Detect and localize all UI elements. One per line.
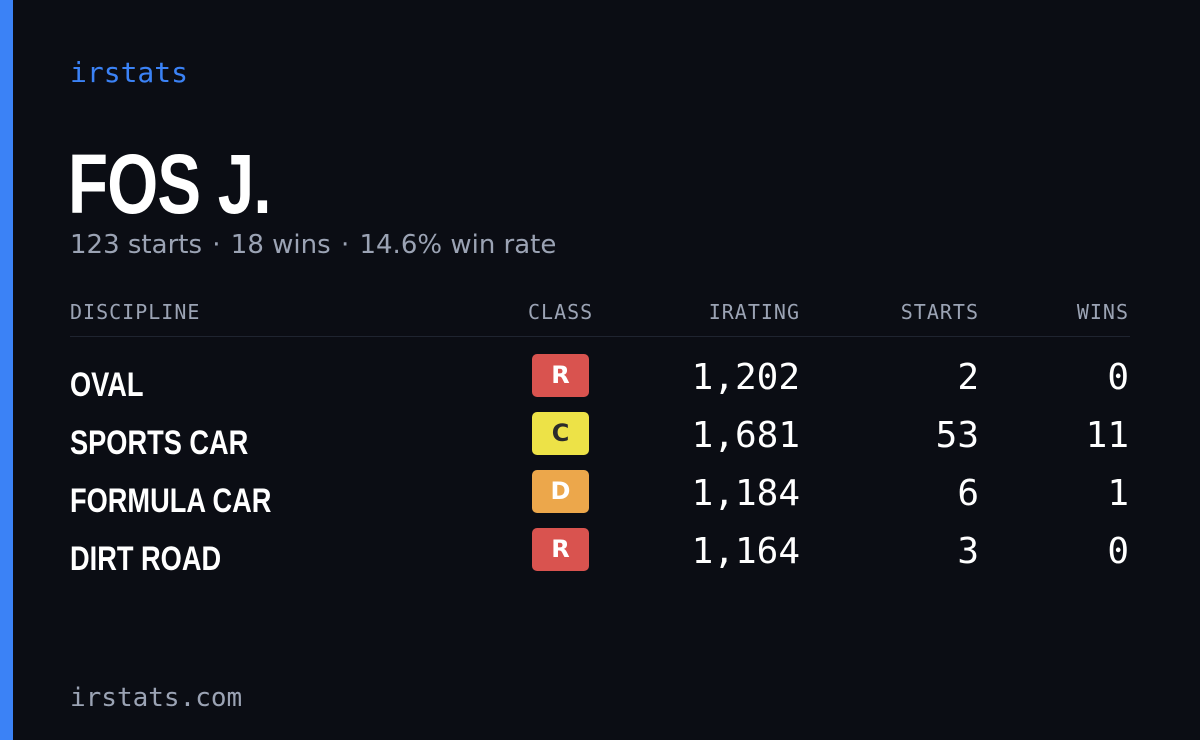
summary-wins: 18 wins <box>230 230 331 260</box>
header-wins: WINS <box>1076 300 1129 324</box>
header-discipline: DISCIPLINE <box>70 300 201 324</box>
discipline-label: FORMULA CAR <box>70 482 272 520</box>
irating-value: 1,681 <box>691 415 800 456</box>
class-badge: R <box>532 354 589 397</box>
starts-value: 3 <box>957 531 979 572</box>
starts-value: 53 <box>935 415 979 456</box>
brand-logo[interactable]: irstats <box>70 56 189 89</box>
accent-bar <box>0 0 13 740</box>
header-class: CLASS <box>528 300 594 324</box>
table-header: DISCIPLINE CLASS IRATING STARTS WINS <box>70 298 1130 328</box>
class-badge: C <box>532 412 589 455</box>
summary-win-rate: 14.6% win rate <box>359 230 557 260</box>
irating-value: 1,184 <box>691 473 800 514</box>
wins-value: 1 <box>1107 473 1129 514</box>
header-divider <box>70 336 1130 337</box>
summary-separator: · <box>212 230 221 260</box>
summary-starts: 123 starts <box>70 230 202 260</box>
summary-separator: · <box>340 230 350 260</box>
footer-url[interactable]: irstats.com <box>70 683 243 713</box>
header-starts: STARTS <box>900 300 979 324</box>
wins-value: 0 <box>1107 531 1129 572</box>
starts-value: 2 <box>957 357 979 398</box>
player-name: FOS J. <box>68 137 272 231</box>
table-row: SPORTS CAR C 1,681 53 11 <box>70 412 1130 470</box>
header-irating: IRATING <box>708 300 800 324</box>
class-badge: D <box>532 470 589 513</box>
table-row: DIRT ROAD R 1,164 3 0 <box>70 528 1130 586</box>
starts-value: 6 <box>957 473 979 514</box>
wins-value: 11 <box>1085 415 1129 456</box>
player-summary: 123 starts · 18 wins · 14.6% win rate <box>70 228 556 262</box>
wins-value: 0 <box>1107 357 1129 398</box>
table-row: OVAL R 1,202 2 0 <box>70 354 1130 412</box>
irating-value: 1,164 <box>691 531 800 572</box>
table-row: FORMULA CAR D 1,184 6 1 <box>70 470 1130 528</box>
discipline-label: SPORTS CAR <box>70 424 249 462</box>
discipline-label: DIRT ROAD <box>70 540 222 578</box>
class-badge: R <box>532 528 589 571</box>
discipline-label: OVAL <box>70 366 144 404</box>
irating-value: 1,202 <box>691 357 800 398</box>
